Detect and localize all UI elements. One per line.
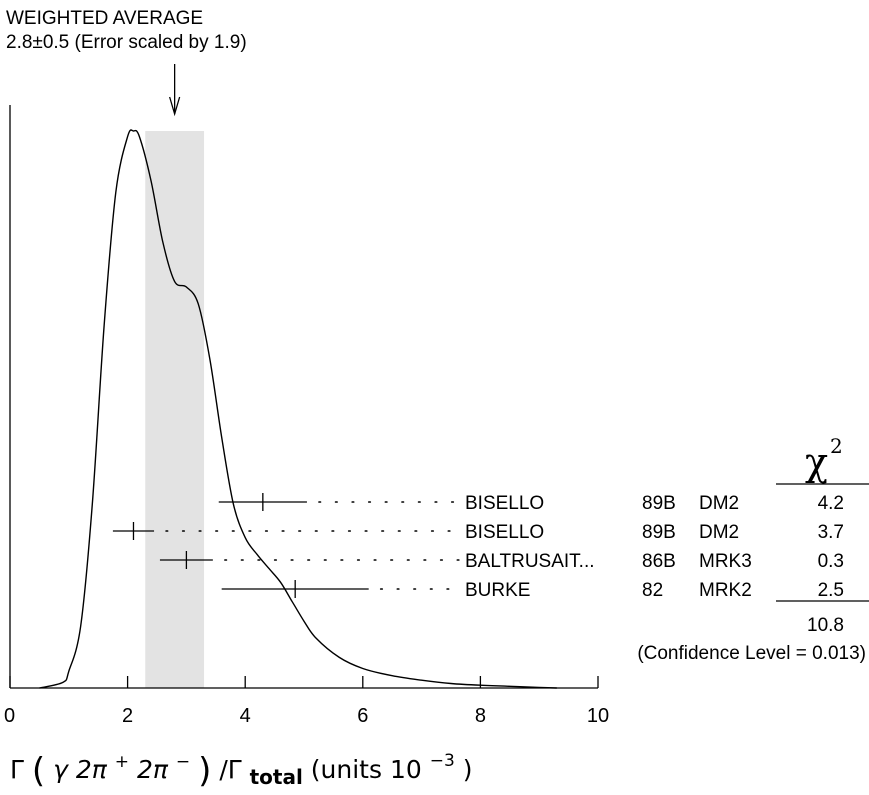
x-label-open-paren: ( [32, 751, 45, 791]
x-axis-ticks: 0 2 4 6 8 10 [4, 676, 609, 727]
chi2-header-superscript: 2 [830, 434, 843, 458]
x-label-units: (units 10 [311, 755, 422, 784]
measurement-experiment: MRK2 [699, 580, 752, 601]
measurement-chi2: 2.5 [818, 580, 844, 601]
weighted-average-band [145, 131, 205, 688]
ideogram-curve [39, 129, 557, 689]
x-tick-label: 2 [122, 705, 133, 727]
x-tick-label: 6 [357, 705, 368, 727]
measurement-row: BALTRUSAIT... 86B MRK3 0.3 [159, 551, 844, 572]
measurement-chi2: 3.7 [818, 522, 844, 543]
x-label-sup-minus: − [176, 752, 190, 772]
measurement-author: BISELLO [465, 493, 544, 514]
measurement-row: BISELLO 89B DM2 4.2 [218, 493, 844, 514]
x-tick-label: 8 [475, 705, 486, 727]
x-tick-label: 10 [587, 705, 609, 727]
x-label-units-close: ) [463, 755, 473, 784]
x-label-process-2: 2π [137, 755, 169, 784]
measurement-year: 89B [642, 522, 676, 543]
measurement-year: 89B [642, 493, 676, 514]
measurement-chi2: 4.2 [818, 493, 844, 514]
x-axis-label: Γ ( γ 2π + 2π − ) /Γ total (units 10 −3 … [10, 743, 473, 791]
weighted-average-arrow [169, 64, 181, 117]
measurement-experiment: MRK3 [699, 551, 752, 572]
x-tick-label: 0 [4, 705, 15, 727]
chi2-total: 10.8 [807, 615, 844, 636]
x-label-gamma: Γ [10, 755, 24, 784]
x-tick-label: 4 [240, 705, 251, 727]
chart-title: WEIGHTED AVERAGE [6, 8, 203, 29]
measurement-author: BURKE [465, 580, 530, 601]
chi2-header-symbol: χ [805, 440, 828, 484]
measurement-author: BALTRUSAIT... [465, 551, 595, 572]
x-label-process: γ 2π [53, 755, 108, 784]
x-label-slash-gamma: /Γ [219, 755, 241, 784]
measurement-year: 86B [642, 551, 676, 572]
x-label-subscript: total [250, 765, 303, 789]
measurement-author: BISELLO [465, 522, 544, 543]
confidence-level: (Confidence Level = 0.013) [637, 643, 866, 664]
x-label-units-exponent: −3 [430, 751, 455, 771]
measurement-row: BURKE 82 MRK2 2.5 [221, 580, 844, 601]
measurement-experiment: DM2 [699, 493, 739, 514]
x-label-sup-plus: + [115, 752, 129, 772]
measurement-rows: BISELLO 89B DM2 4.2 BISELLO 89B DM2 3.7 BALTRUSA… [112, 493, 844, 601]
x-label-close-paren: ) [198, 751, 211, 791]
measurement-row: BISELLO 89B DM2 3.7 [112, 522, 844, 543]
measurement-year: 82 [642, 580, 663, 601]
chart-subtitle: 2.8±0.5 (Error scaled by 1.9) [6, 32, 247, 53]
measurement-experiment: DM2 [699, 522, 739, 543]
measurement-chi2: 0.3 [818, 551, 844, 572]
